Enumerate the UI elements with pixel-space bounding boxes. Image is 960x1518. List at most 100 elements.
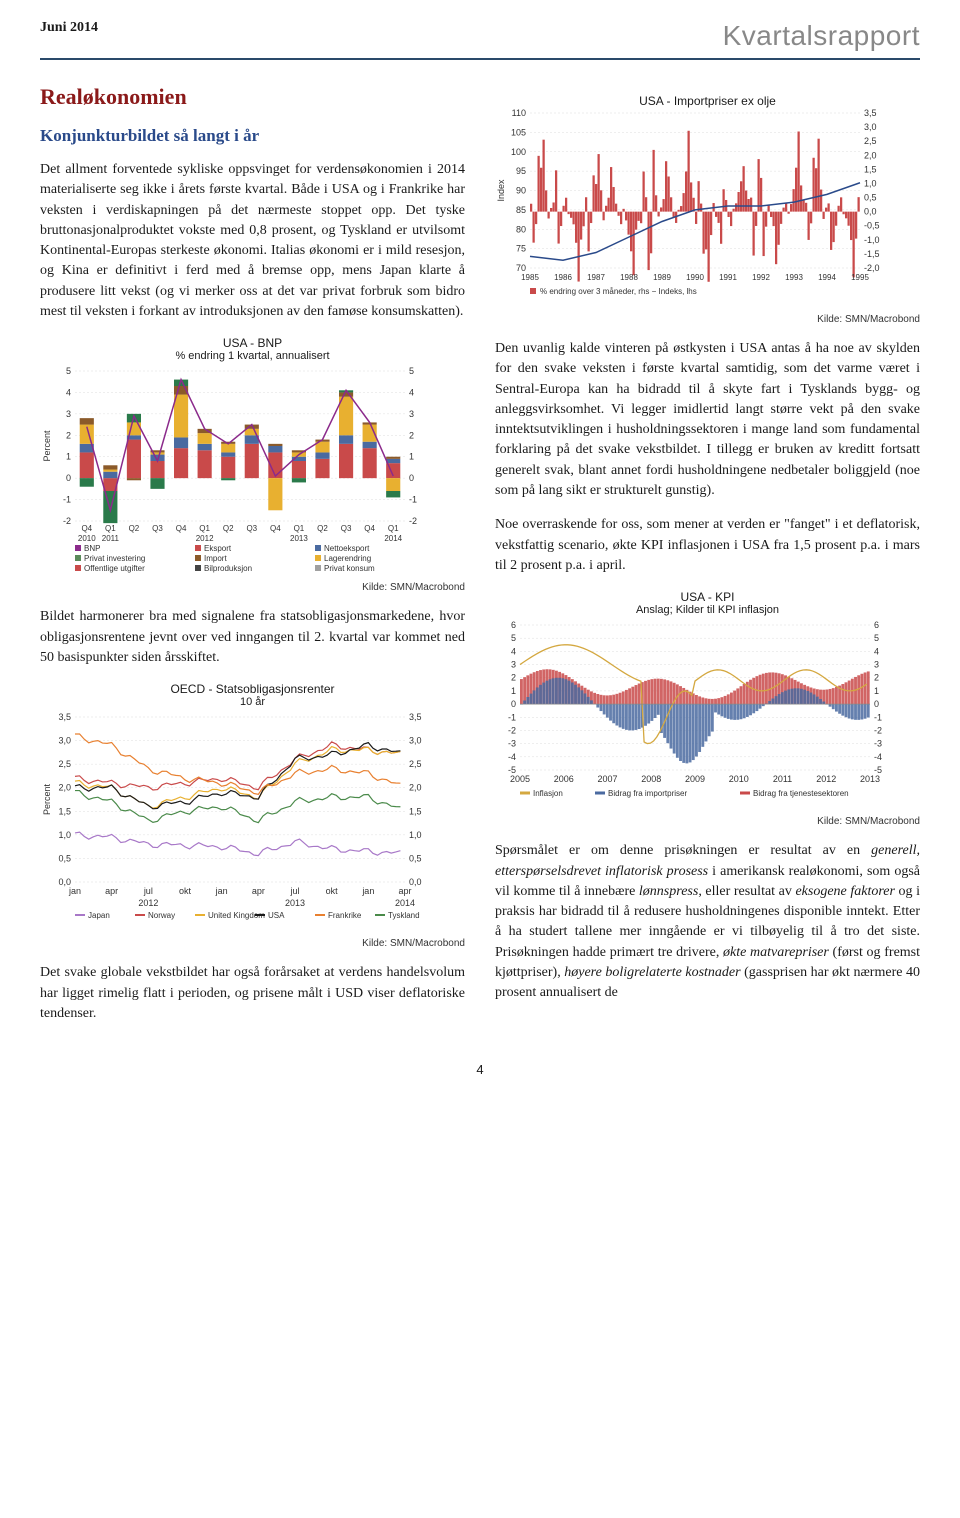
svg-text:1994: 1994	[818, 273, 836, 282]
svg-text:95: 95	[516, 166, 526, 176]
svg-text:110: 110	[512, 108, 526, 118]
svg-text:2012: 2012	[138, 898, 158, 908]
svg-text:-2: -2	[409, 516, 417, 526]
svg-text:5: 5	[409, 366, 414, 376]
svg-text:Q4: Q4	[81, 524, 92, 533]
svg-text:0: 0	[511, 699, 516, 709]
svg-text:Bidrag fra tjenestesektoren: Bidrag fra tjenestesektoren	[753, 789, 849, 798]
header-title: Kvartalsrapport	[723, 20, 920, 52]
chart-title: USA - KPI	[495, 590, 920, 604]
svg-text:1995: 1995	[851, 273, 869, 282]
svg-text:1: 1	[874, 686, 879, 696]
svg-text:3: 3	[409, 409, 414, 419]
chart-subtitle: % endring 1 kvartal, annualisert	[40, 350, 465, 362]
svg-text:Q1: Q1	[294, 524, 305, 533]
chart-source: Kilde: SMN/Macrobond	[495, 816, 920, 827]
svg-text:Nettoeksport: Nettoeksport	[324, 544, 370, 553]
svg-text:Percent: Percent	[42, 784, 52, 816]
svg-text:Q4: Q4	[176, 524, 187, 533]
header-date: Juni 2014	[40, 20, 98, 36]
svg-text:6: 6	[874, 620, 879, 630]
chart-oecd: OECD - Statsobligasjonsrenter 10 år 0,00…	[40, 682, 465, 932]
svg-text:Bilproduksjon: Bilproduksjon	[204, 564, 252, 573]
svg-text:0,0: 0,0	[864, 207, 877, 217]
svg-text:3,0: 3,0	[58, 736, 71, 746]
svg-text:3,5: 3,5	[864, 108, 877, 118]
svg-text:75: 75	[516, 244, 526, 254]
svg-text:70: 70	[516, 263, 526, 273]
svg-text:5: 5	[874, 633, 879, 643]
svg-text:4: 4	[874, 647, 879, 657]
svg-text:5: 5	[66, 366, 71, 376]
page-number: 4	[40, 1062, 920, 1077]
svg-text:2: 2	[511, 673, 516, 683]
svg-text:Q4: Q4	[364, 524, 375, 533]
chart-kpi: USA - KPI Anslag; Kilder til KPI inflasj…	[495, 590, 920, 810]
para-r2: Noe overraskende for oss, som mener at v…	[495, 515, 920, 576]
svg-text:Japan: Japan	[88, 911, 110, 920]
svg-text:85: 85	[516, 205, 526, 215]
svg-text:-1: -1	[409, 495, 417, 505]
svg-text:1,5: 1,5	[58, 807, 71, 817]
svg-text:2010: 2010	[78, 534, 96, 543]
svg-text:Frankrike: Frankrike	[328, 911, 362, 920]
svg-text:Import: Import	[204, 554, 227, 563]
svg-text:2008: 2008	[641, 774, 661, 784]
svg-text:% endring over 3 måneder, rhs: % endring over 3 måneder, rhs − Indeks, …	[540, 287, 697, 296]
svg-text:Q1: Q1	[105, 524, 116, 533]
svg-text:Q2: Q2	[129, 524, 140, 533]
svg-text:-4: -4	[874, 752, 882, 762]
svg-text:2,5: 2,5	[58, 759, 71, 769]
svg-text:2011: 2011	[102, 534, 120, 543]
svg-text:2013: 2013	[285, 898, 305, 908]
chart-svg: -2-2-1-1001122334455PercentQ4Q1Q2Q3Q4Q1Q…	[40, 366, 440, 576]
svg-text:2: 2	[409, 431, 414, 441]
svg-text:-1: -1	[508, 713, 516, 723]
svg-text:1: 1	[409, 452, 414, 462]
subsection-title: Konjunkturbildet så langt i år	[40, 126, 465, 146]
svg-text:3,0: 3,0	[864, 122, 877, 132]
svg-text:2,0: 2,0	[864, 150, 877, 160]
chart-import: USA - Importpriser ex olje 7075808590951…	[495, 94, 920, 308]
svg-text:2: 2	[66, 431, 71, 441]
svg-text:jan: jan	[361, 886, 374, 896]
svg-text:1,5: 1,5	[409, 807, 422, 817]
svg-text:6: 6	[511, 620, 516, 630]
svg-text:-3: -3	[508, 739, 516, 749]
svg-text:jul: jul	[143, 886, 153, 896]
svg-text:3,5: 3,5	[58, 712, 71, 722]
section-title: Realøkonomien	[40, 84, 465, 110]
svg-text:1989: 1989	[653, 273, 671, 282]
svg-text:2013: 2013	[290, 534, 308, 543]
svg-text:Tyskland: Tyskland	[388, 911, 420, 920]
svg-text:Inflasjon: Inflasjon	[533, 789, 563, 798]
svg-text:1: 1	[66, 452, 71, 462]
svg-text:0: 0	[66, 474, 71, 484]
svg-text:-3: -3	[874, 739, 882, 749]
chart-svg: 0,00,00,50,51,01,01,51,52,02,02,52,53,03…	[40, 712, 440, 932]
svg-text:USA: USA	[268, 911, 285, 920]
svg-text:2010: 2010	[729, 774, 749, 784]
chart-svg: 707580859095100105110-2,0-1,5-1,0-0,50,0…	[495, 108, 895, 308]
left-column: Realøkonomien Konjunkturbildet så langt …	[40, 84, 465, 1038]
svg-text:1,5: 1,5	[864, 164, 877, 174]
para-l2: Bildet harmonerer bra med signalene fra …	[40, 607, 465, 668]
svg-text:apr: apr	[105, 886, 118, 896]
svg-text:2014: 2014	[384, 534, 402, 543]
svg-text:Q4: Q4	[270, 524, 281, 533]
svg-text:2009: 2009	[685, 774, 705, 784]
svg-text:2012: 2012	[816, 774, 836, 784]
svg-text:Q3: Q3	[152, 524, 163, 533]
chart-title: USA - Importpriser ex olje	[495, 94, 920, 108]
para-r3: Spørsmålet er om denne prisøkningen er r…	[495, 841, 920, 1003]
chart-title: USA - BNP	[40, 336, 465, 350]
svg-text:apr: apr	[398, 886, 411, 896]
svg-text:-1: -1	[874, 713, 882, 723]
svg-text:2: 2	[874, 673, 879, 683]
svg-text:1,0: 1,0	[864, 178, 877, 188]
chart-svg: -5-5-4-4-3-3-2-2-1-100112233445566200520…	[495, 620, 895, 810]
svg-text:1,0: 1,0	[58, 830, 71, 840]
chart-source: Kilde: SMN/Macrobond	[40, 582, 465, 593]
page-header: Juni 2014 Kvartalsrapport	[40, 20, 920, 60]
svg-text:3,0: 3,0	[409, 736, 422, 746]
